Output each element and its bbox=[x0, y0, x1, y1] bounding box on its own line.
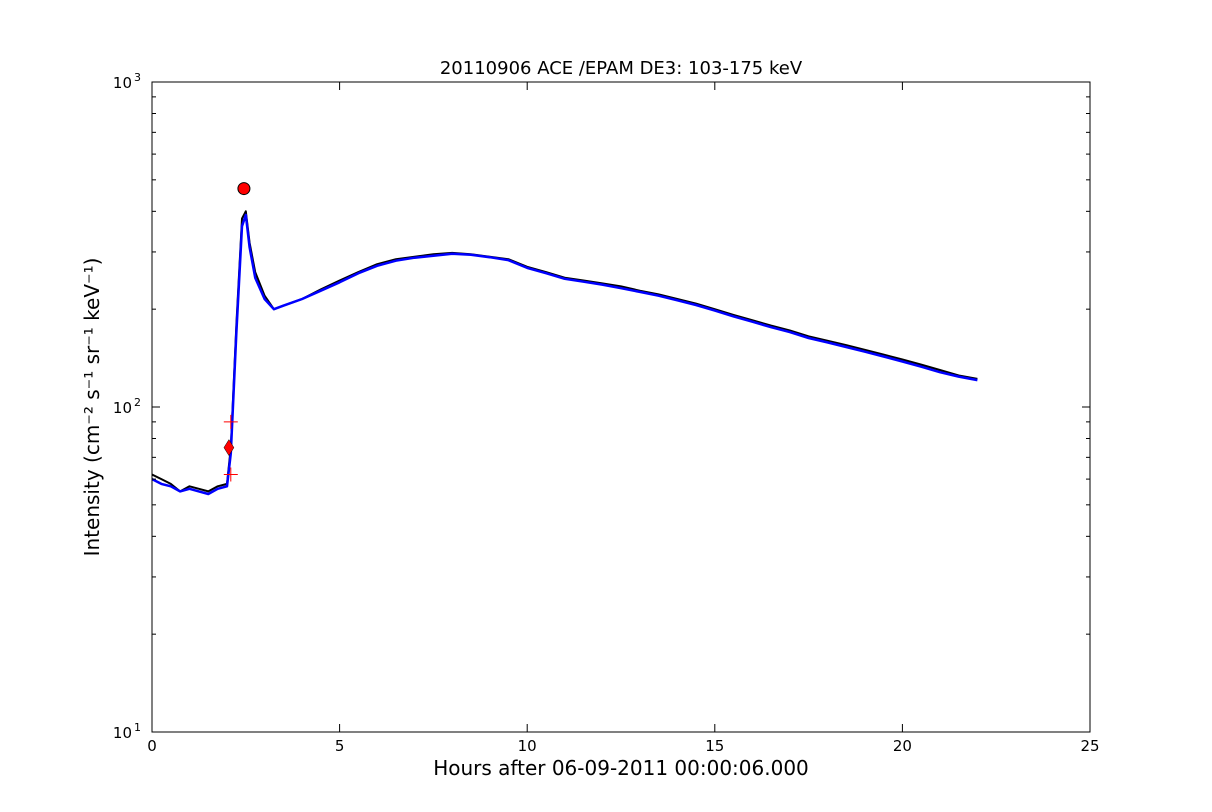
x-axis: 0 5 10 15 20 25 bbox=[147, 82, 1100, 755]
x-tick-label: 10 bbox=[518, 737, 537, 755]
series-line-1 bbox=[152, 210, 978, 493]
marker-plus-4 bbox=[223, 467, 238, 482]
plot-frame bbox=[151, 81, 1091, 733]
x-axis-label: Hours after 06-09-2011 00:00:06.000 bbox=[433, 756, 809, 780]
y-tick-label: 10 bbox=[113, 724, 132, 742]
x-tick-label: 25 bbox=[1080, 737, 1099, 755]
y-axis-label: Intensity (cm⁻² s⁻¹ sr⁻¹ keV⁻¹) bbox=[80, 258, 104, 557]
y-tick-exponent: 3 bbox=[134, 71, 141, 84]
x-tick-label: 0 bbox=[147, 737, 157, 755]
marker-diamond-1 bbox=[223, 439, 235, 457]
y-tick-label: 10 bbox=[113, 399, 132, 417]
y-tick-exponent: 2 bbox=[134, 396, 141, 409]
series-line-2 bbox=[152, 213, 978, 496]
marker-plus-3 bbox=[223, 414, 238, 429]
y-tick-exponent: 1 bbox=[134, 721, 141, 734]
chart-title: 20110906 ACE /EPAM DE3: 103-175 keV bbox=[440, 58, 803, 79]
plot-area bbox=[152, 182, 978, 496]
x-tick-label: 20 bbox=[893, 737, 912, 755]
marker-circle-2 bbox=[237, 182, 251, 196]
x-tick-label: 15 bbox=[705, 737, 724, 755]
x-tick-label: 5 bbox=[335, 737, 345, 755]
y-tick-label: 10 bbox=[113, 74, 132, 92]
